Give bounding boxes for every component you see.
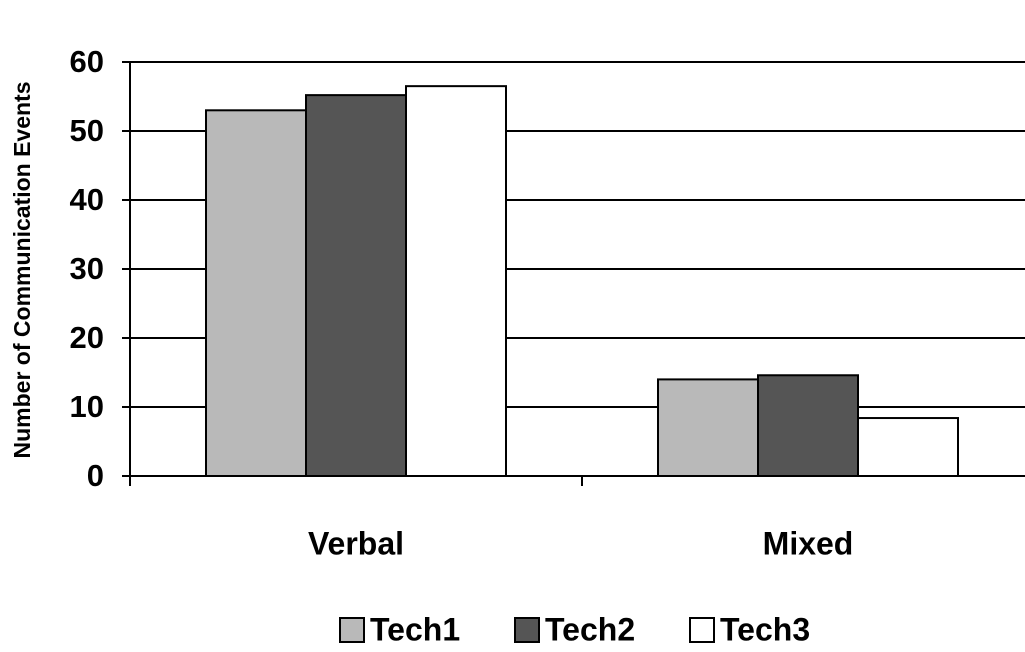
y-tick-label: 60 <box>70 44 104 79</box>
legend-swatch <box>514 617 540 643</box>
y-tick-label: 0 <box>87 458 104 493</box>
y-axis-label: Number of Communication Events <box>9 82 35 459</box>
x-tick-label: Mixed <box>763 525 854 561</box>
bar <box>657 378 759 477</box>
y-tick-label: 20 <box>70 320 104 355</box>
legend-label: Tech3 <box>720 611 810 647</box>
legend-swatch <box>339 617 365 643</box>
legend-label: Tech2 <box>545 611 635 647</box>
bar <box>757 374 859 478</box>
x-tick-label: Verbal <box>308 525 404 561</box>
legend-swatch <box>689 617 715 643</box>
y-tick-label: 40 <box>70 182 104 217</box>
bar <box>305 94 407 478</box>
legend-label: Tech1 <box>370 611 460 647</box>
bar <box>405 85 507 478</box>
bar <box>857 417 959 478</box>
y-tick-label: 10 <box>70 389 104 424</box>
y-tick-label: 50 <box>70 113 104 148</box>
y-tick-label: 30 <box>70 251 104 286</box>
bar <box>205 109 307 478</box>
